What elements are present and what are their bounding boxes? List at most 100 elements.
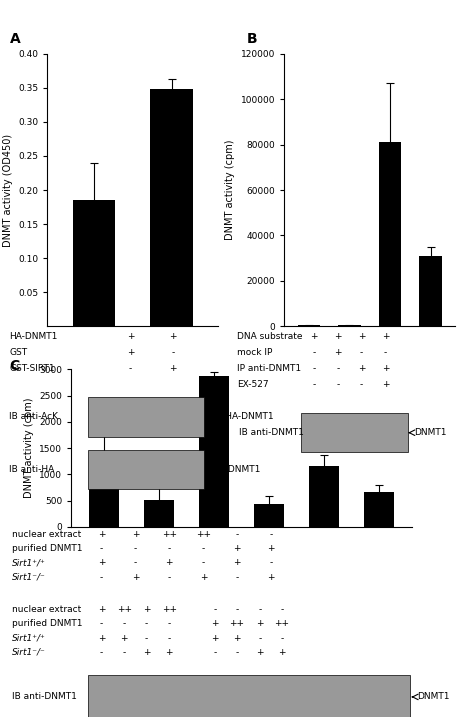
Y-axis label: DNMT activity (cpm): DNMT activity (cpm) (24, 398, 34, 498)
Text: -: - (168, 573, 171, 581)
Text: Sirt1⁻/⁻: Sirt1⁻/⁻ (12, 648, 46, 657)
Text: -: - (145, 634, 148, 642)
Text: DNA substrate: DNA substrate (237, 333, 302, 341)
Text: -: - (337, 364, 339, 373)
Text: IB anti-DNMT1: IB anti-DNMT1 (12, 693, 77, 701)
Text: -: - (360, 380, 363, 389)
Text: -: - (360, 348, 363, 357)
Text: +: + (98, 605, 105, 614)
Bar (309, 466, 339, 527)
Bar (338, 325, 361, 326)
Text: +: + (278, 648, 286, 657)
Text: -: - (123, 619, 126, 628)
Text: Sirt1⁺/⁺: Sirt1⁺/⁺ (12, 634, 46, 642)
Text: +: + (382, 333, 389, 341)
Text: +: + (334, 333, 342, 341)
Text: +: + (233, 634, 241, 642)
Text: -: - (270, 530, 273, 538)
Text: +: + (211, 634, 219, 642)
Y-axis label: DNMT activity (cpm): DNMT activity (cpm) (225, 140, 235, 240)
Text: IB anti-AcK: IB anti-AcK (9, 412, 58, 422)
Text: Sirt1⁺/⁺: Sirt1⁺/⁺ (12, 559, 46, 567)
Bar (254, 504, 284, 527)
Text: +: + (127, 348, 134, 357)
Bar (379, 142, 401, 326)
Text: DNMT1: DNMT1 (414, 428, 447, 437)
Text: +: + (382, 364, 389, 373)
Text: -: - (281, 605, 283, 614)
Text: +: + (165, 559, 173, 567)
Text: +: + (143, 648, 150, 657)
Text: +: + (310, 333, 318, 341)
Text: -: - (134, 544, 137, 553)
Text: +: + (98, 634, 105, 642)
Text: -: - (213, 648, 216, 657)
Text: +: + (233, 559, 241, 567)
Text: -: - (313, 348, 316, 357)
Text: -: - (236, 530, 238, 538)
Text: +: + (256, 619, 264, 628)
Text: HA-DNMT1: HA-DNMT1 (212, 465, 261, 474)
Text: -: - (236, 605, 238, 614)
Bar (419, 256, 442, 326)
Text: -: - (145, 619, 148, 628)
Text: -: - (202, 559, 205, 567)
Text: EX-527: EX-527 (237, 380, 269, 389)
Text: -: - (168, 634, 171, 642)
Text: C: C (9, 358, 20, 373)
Text: ++: ++ (162, 530, 177, 538)
Text: ++: ++ (229, 619, 245, 628)
Text: -: - (100, 619, 103, 628)
Text: +: + (143, 605, 150, 614)
Text: nuclear extract: nuclear extract (12, 605, 81, 614)
Text: +: + (132, 573, 139, 581)
Text: -: - (202, 544, 205, 553)
Text: -: - (134, 559, 137, 567)
Text: -: - (270, 559, 273, 567)
Text: -: - (213, 605, 216, 614)
Text: nuclear extract: nuclear extract (12, 530, 81, 538)
Text: B: B (246, 32, 257, 47)
Text: -: - (258, 634, 261, 642)
Text: purified DNMT1: purified DNMT1 (12, 544, 82, 553)
Text: +: + (169, 364, 177, 373)
Bar (364, 492, 394, 527)
Text: ++: ++ (274, 619, 290, 628)
Text: -: - (236, 573, 238, 581)
Text: +: + (382, 380, 389, 389)
Text: -: - (172, 348, 174, 357)
Text: Ac-HA-DNMT1: Ac-HA-DNMT1 (212, 412, 275, 422)
Text: -: - (281, 634, 283, 642)
Text: +: + (267, 544, 275, 553)
Text: mock IP: mock IP (237, 348, 273, 357)
Text: +: + (211, 619, 219, 628)
Bar (144, 500, 174, 527)
Text: -: - (100, 544, 103, 553)
Text: ++: ++ (117, 605, 132, 614)
Text: -: - (337, 380, 339, 389)
Text: -: - (168, 619, 171, 628)
Text: -: - (236, 648, 238, 657)
Bar (298, 325, 320, 326)
Text: -: - (100, 573, 103, 581)
Text: +: + (169, 333, 177, 341)
Text: +: + (98, 559, 105, 567)
Text: IB anti-DNMT1: IB anti-DNMT1 (239, 428, 304, 437)
Text: A: A (9, 32, 20, 47)
Text: -: - (123, 648, 126, 657)
Text: +: + (358, 364, 365, 373)
Text: +: + (256, 648, 264, 657)
Text: +: + (132, 530, 139, 538)
Text: IB anti-HA: IB anti-HA (9, 465, 55, 474)
Text: purified DNMT1: purified DNMT1 (12, 619, 82, 628)
Text: GST-SIRT1: GST-SIRT1 (9, 364, 55, 373)
Text: +: + (334, 348, 342, 357)
Text: +: + (127, 333, 134, 341)
Text: -: - (313, 380, 316, 389)
Bar (89, 451, 119, 527)
Text: -: - (313, 364, 316, 373)
Text: +: + (98, 530, 105, 538)
Text: +: + (200, 573, 207, 581)
Text: HA-DNMT1: HA-DNMT1 (9, 333, 58, 341)
Bar (150, 89, 193, 326)
